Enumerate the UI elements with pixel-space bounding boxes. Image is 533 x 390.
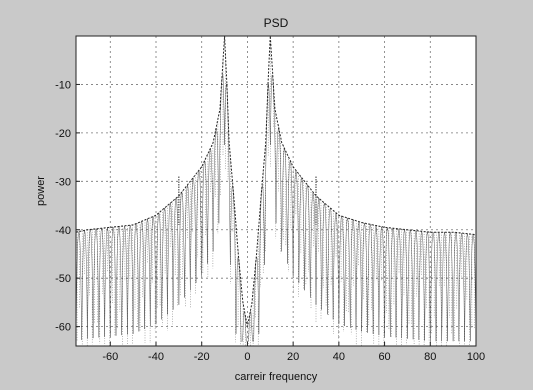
x-tick-label: -40 [148,351,164,363]
y-tick-label: -60 [55,322,71,334]
x-axis-label: carreir frequency [235,371,318,383]
y-axis-label: power [35,176,47,206]
x-tick-label: 0 [244,351,250,363]
x-tick-label: 80 [424,351,436,363]
x-tick-label: 100 [467,351,485,363]
psd-envelope [75,35,477,327]
y-tick-label: -40 [55,225,71,237]
x-tick-label: -60 [102,351,118,363]
y-tick-label: -20 [55,128,71,140]
x-tick-label: 20 [287,351,299,363]
x-tick-label: 40 [333,351,345,363]
tick-layer: -60 -40 -20 0 20 40 60 80 100 -10 -20 -30 -40 -50 -60 [55,79,485,363]
x-tick-label: -20 [194,351,210,363]
y-tick-label: -30 [55,176,71,188]
chart-title: PSD [264,16,289,30]
y-tick-label: -50 [55,273,71,285]
plot-frame [75,35,477,347]
x-tick-label: 60 [378,351,390,363]
data-layer [75,35,477,346]
y-tick-label: -10 [55,79,71,91]
